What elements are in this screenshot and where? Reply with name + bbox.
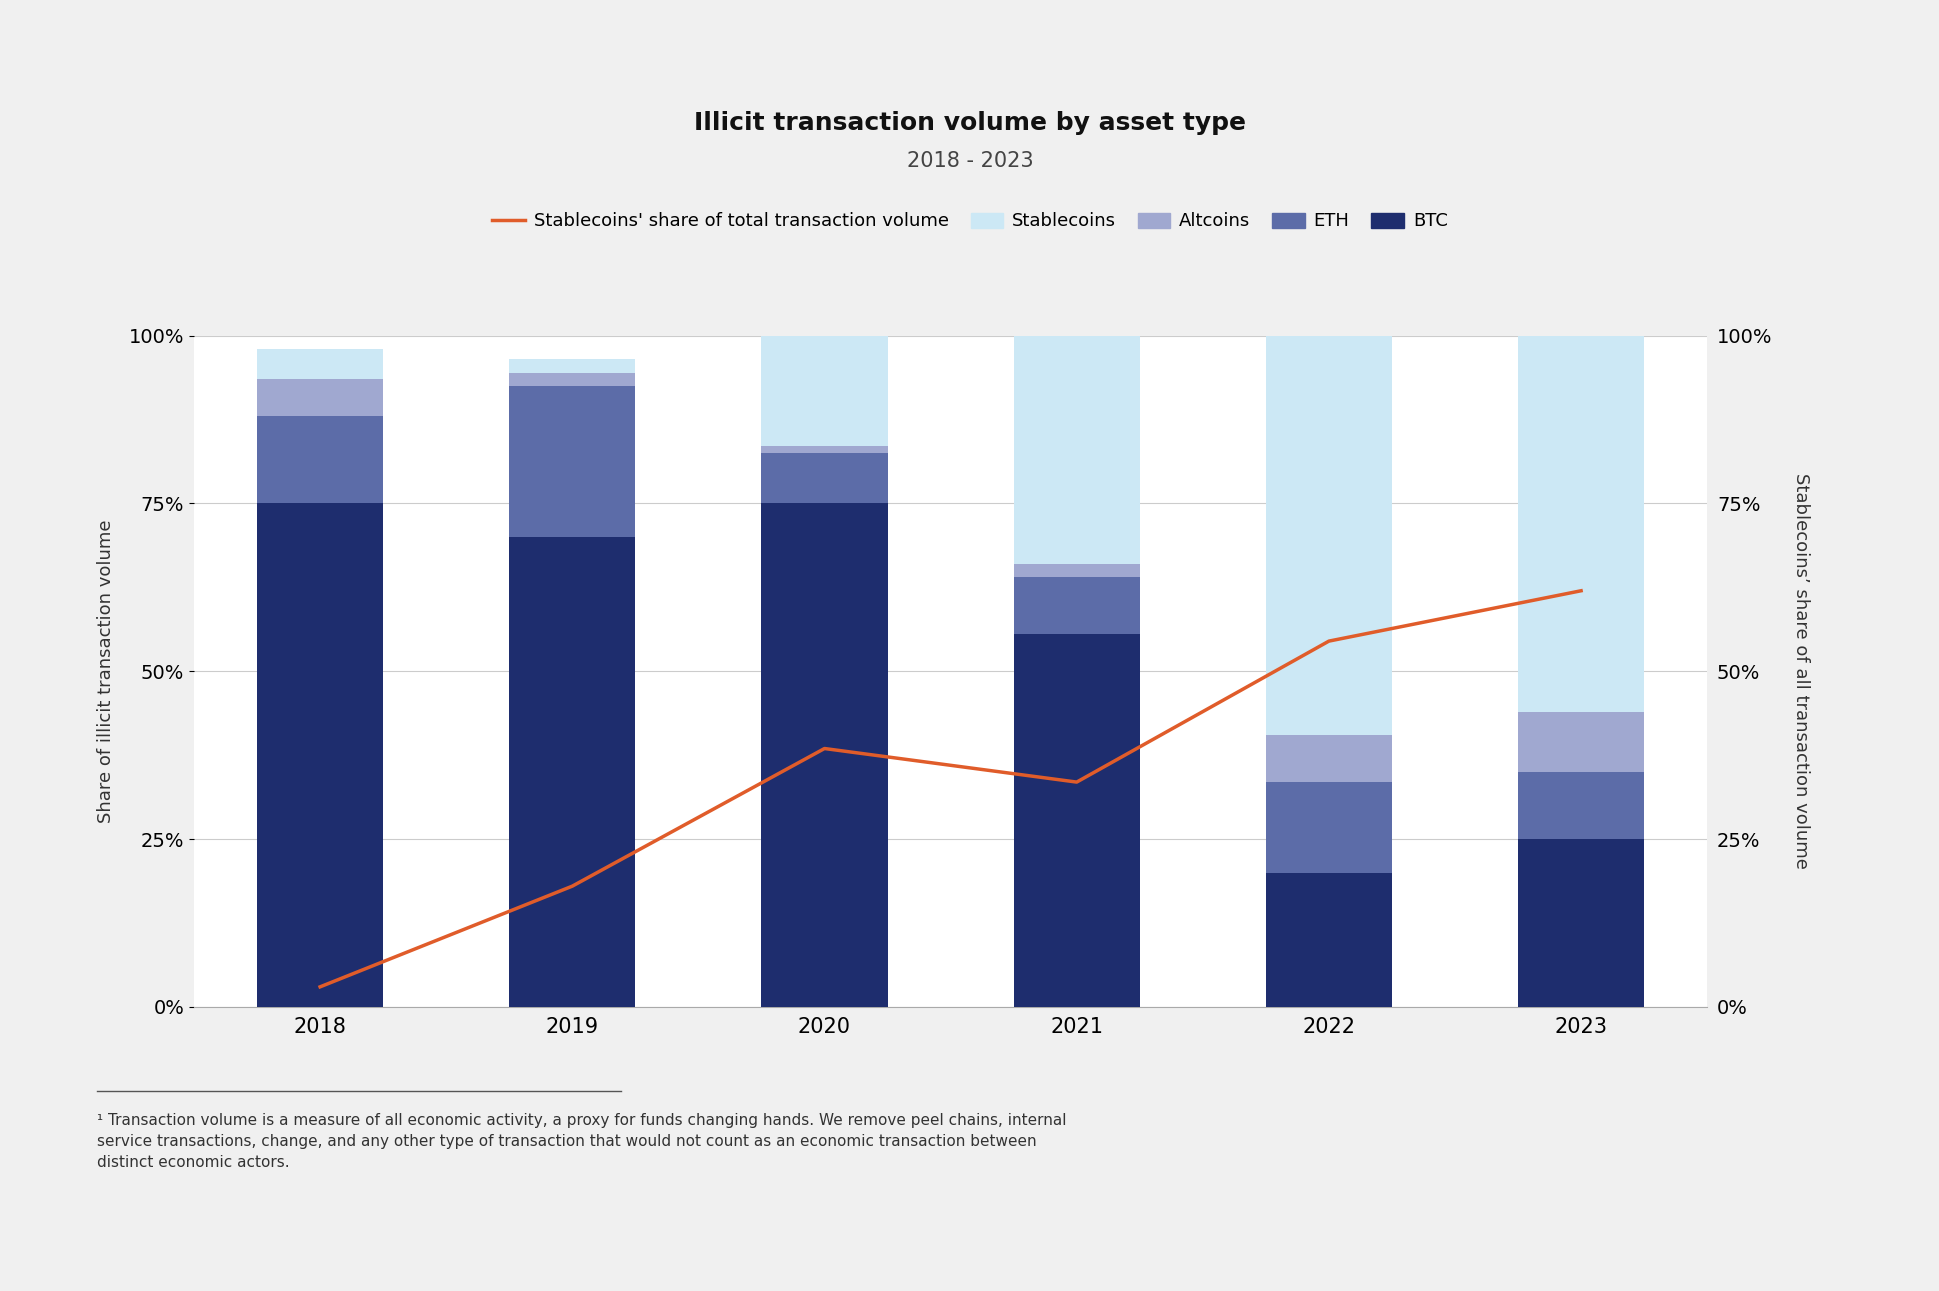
Bar (1264, 873, 1390, 1007)
Legend: Stablecoins' share of total transaction volume, Stablecoins, Altcoins, ETH, BTC: Stablecoins' share of total transaction … (485, 205, 1454, 238)
Bar (508, 386, 634, 537)
Bar (508, 537, 634, 1007)
Bar (760, 336, 886, 447)
Text: ¹ Transaction volume is a measure of all economic activity, a proxy for funds ch: ¹ Transaction volume is a measure of all… (97, 1113, 1066, 1170)
Y-axis label: Stablecoins’ share of all transaction volume: Stablecoins’ share of all transaction vo… (1792, 474, 1809, 869)
Bar (1264, 782, 1390, 873)
Y-axis label: Share of illicit transaction volume: Share of illicit transaction volume (97, 519, 114, 824)
Bar (1516, 711, 1642, 772)
Bar (1012, 577, 1138, 634)
Bar (1516, 336, 1642, 711)
Bar (256, 380, 382, 416)
Bar (508, 359, 634, 373)
Bar (1516, 772, 1642, 839)
Bar (1012, 634, 1138, 1007)
Text: Illicit transaction volume by asset type: Illicit transaction volume by asset type (694, 111, 1245, 134)
Bar (1012, 336, 1138, 564)
Bar (1012, 564, 1138, 577)
Bar (760, 447, 886, 453)
Bar (508, 373, 634, 386)
Bar (1264, 735, 1390, 782)
Bar (1516, 839, 1642, 1007)
Bar (256, 416, 382, 503)
Bar (1264, 336, 1390, 735)
Bar (760, 503, 886, 1007)
Bar (760, 453, 886, 503)
Bar (256, 349, 382, 380)
Bar (256, 503, 382, 1007)
Text: 2018 - 2023: 2018 - 2023 (906, 151, 1033, 172)
